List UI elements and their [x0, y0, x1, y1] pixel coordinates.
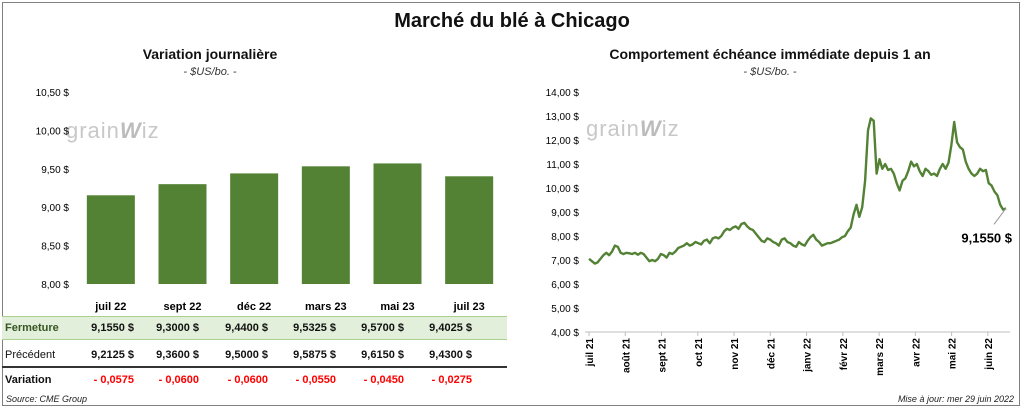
- bar-chart-title: Variation journalière: [142, 46, 278, 62]
- table-row: Fermeture 9,1550 $ 9,3000 $ 9,4400 $ 9,5325 …: [2, 316, 507, 340]
- update-note: Mise à jour: mer 29 juin 2022: [897, 394, 1014, 404]
- x-tick-label: févr 22: [839, 338, 850, 371]
- grainwiz-logo-right: grainWiz: [586, 116, 680, 141]
- y-tick-label: 9,50 $: [41, 165, 69, 176]
- row-label: Précédent: [5, 349, 56, 361]
- x-tick-label: juil 23: [453, 301, 485, 313]
- x-tick-label: sept 22: [164, 301, 202, 313]
- table-cell: - 0,0575: [93, 374, 134, 386]
- table-cell: 9,2125 $: [91, 349, 134, 361]
- table-cell: 9,5875 $: [293, 349, 336, 361]
- main-title: Marché du blé à Chicago: [394, 10, 630, 32]
- x-tick-label: août 21: [621, 338, 632, 373]
- grainwiz-logo-left: grainWiz: [66, 118, 160, 143]
- table-cell: 9,4400 $: [225, 322, 268, 334]
- table-cell: - 0,0275: [431, 374, 472, 386]
- table-cell: 9,3000 $: [156, 322, 199, 334]
- table-cell: - 0,0600: [227, 374, 268, 386]
- x-tick-label: avr 22: [911, 338, 922, 367]
- y-tick-label: 14,00 $: [546, 88, 580, 99]
- x-tick-label: janv 22: [803, 338, 814, 373]
- x-tick-label: juin 22: [984, 338, 995, 371]
- table-cell: 9,1550 $: [91, 322, 134, 334]
- y-tick-label: 11,00 $: [546, 160, 579, 171]
- y-tick-label: 6,00 $: [551, 280, 579, 291]
- y-tick-label: 4,00 $: [551, 328, 579, 339]
- x-tick-label: sept 21: [658, 338, 669, 373]
- y-tick-label: 9,00 $: [41, 203, 69, 214]
- price-line: [588, 117, 1007, 265]
- bar-chart-unit: - $US/bo. -: [183, 66, 237, 78]
- x-tick-label: nov 21: [730, 338, 741, 370]
- y-tick-label: 8,00 $: [551, 232, 579, 243]
- x-tick-label: mars 22: [875, 338, 886, 376]
- x-tick-label: juil 22: [94, 301, 126, 313]
- y-tick-label: 10,00 $: [36, 126, 70, 137]
- y-tick-label: 7,00 $: [551, 256, 579, 267]
- last-price-annotation: 9,1550 $: [961, 230, 1012, 245]
- table-cell: - 0,0450: [363, 374, 404, 386]
- bar: [445, 176, 494, 284]
- line-chart-title: Comportement échéance immédiate depuis 1…: [609, 46, 931, 62]
- annotation-leader: [993, 207, 1007, 225]
- y-tick-label: 5,00 $: [551, 304, 579, 315]
- y-tick-label: 10,50 $: [36, 88, 70, 99]
- x-tick-label: oct 21: [694, 338, 705, 367]
- bar: [373, 163, 422, 284]
- line-chart-unit: - $US/bo. -: [743, 66, 797, 78]
- row-label: Fermeture: [5, 322, 59, 334]
- y-tick-label: 13,00 $: [546, 112, 580, 123]
- table-cell: 9,3600 $: [156, 349, 199, 361]
- table-cell: 9,6150 $: [361, 349, 404, 361]
- table-cell: 9,5700 $: [361, 322, 404, 334]
- row-label: Variation: [5, 374, 52, 386]
- table-row: Variation - 0,0575 - 0,0600 - 0,0600 - 0,055…: [2, 369, 507, 391]
- line-chart: 4,00 $ 5,00 $ 6,00 $ 7,00 $ 8,00 $ 9,00 $ 10,0…: [546, 88, 1013, 376]
- source-note: Source: CME Group: [6, 394, 88, 404]
- bar-chart: 8,00 $ 8,50 $ 9,00 $ 9,50 $ 10,00 $ 10,50 $ ju…: [36, 88, 494, 313]
- x-tick-label: mars 23: [305, 301, 347, 313]
- bar: [158, 184, 207, 284]
- x-tick-label: juil 21: [585, 338, 596, 368]
- y-tick-label: 10,00 $: [546, 184, 580, 195]
- table-cell: - 0,0600: [158, 374, 199, 386]
- bar: [301, 166, 350, 284]
- x-tick-label: déc 21: [766, 338, 777, 370]
- table-cell: 9,4300 $: [429, 349, 472, 361]
- y-tick-label: 12,00 $: [546, 136, 580, 147]
- y-tick-label: 8,00 $: [41, 280, 69, 291]
- bar: [230, 173, 279, 284]
- x-tick-label: déc 22: [237, 301, 271, 313]
- y-tick-label: 9,00 $: [551, 208, 579, 219]
- x-tick-label: mai 23: [380, 301, 414, 313]
- table-cell: 9,5000 $: [225, 349, 268, 361]
- table-row: Précédent 9,2125 $ 9,3600 $ 9,5000 $ 9,5875 …: [2, 344, 507, 368]
- bar: [86, 195, 135, 284]
- y-tick-label: 8,50 $: [41, 242, 69, 253]
- x-tick-label: mai 22: [948, 338, 959, 370]
- table-cell: - 0,0550: [295, 374, 336, 386]
- table-cell: 9,5325 $: [293, 322, 336, 334]
- table-cell: 9,4025 $: [429, 322, 472, 334]
